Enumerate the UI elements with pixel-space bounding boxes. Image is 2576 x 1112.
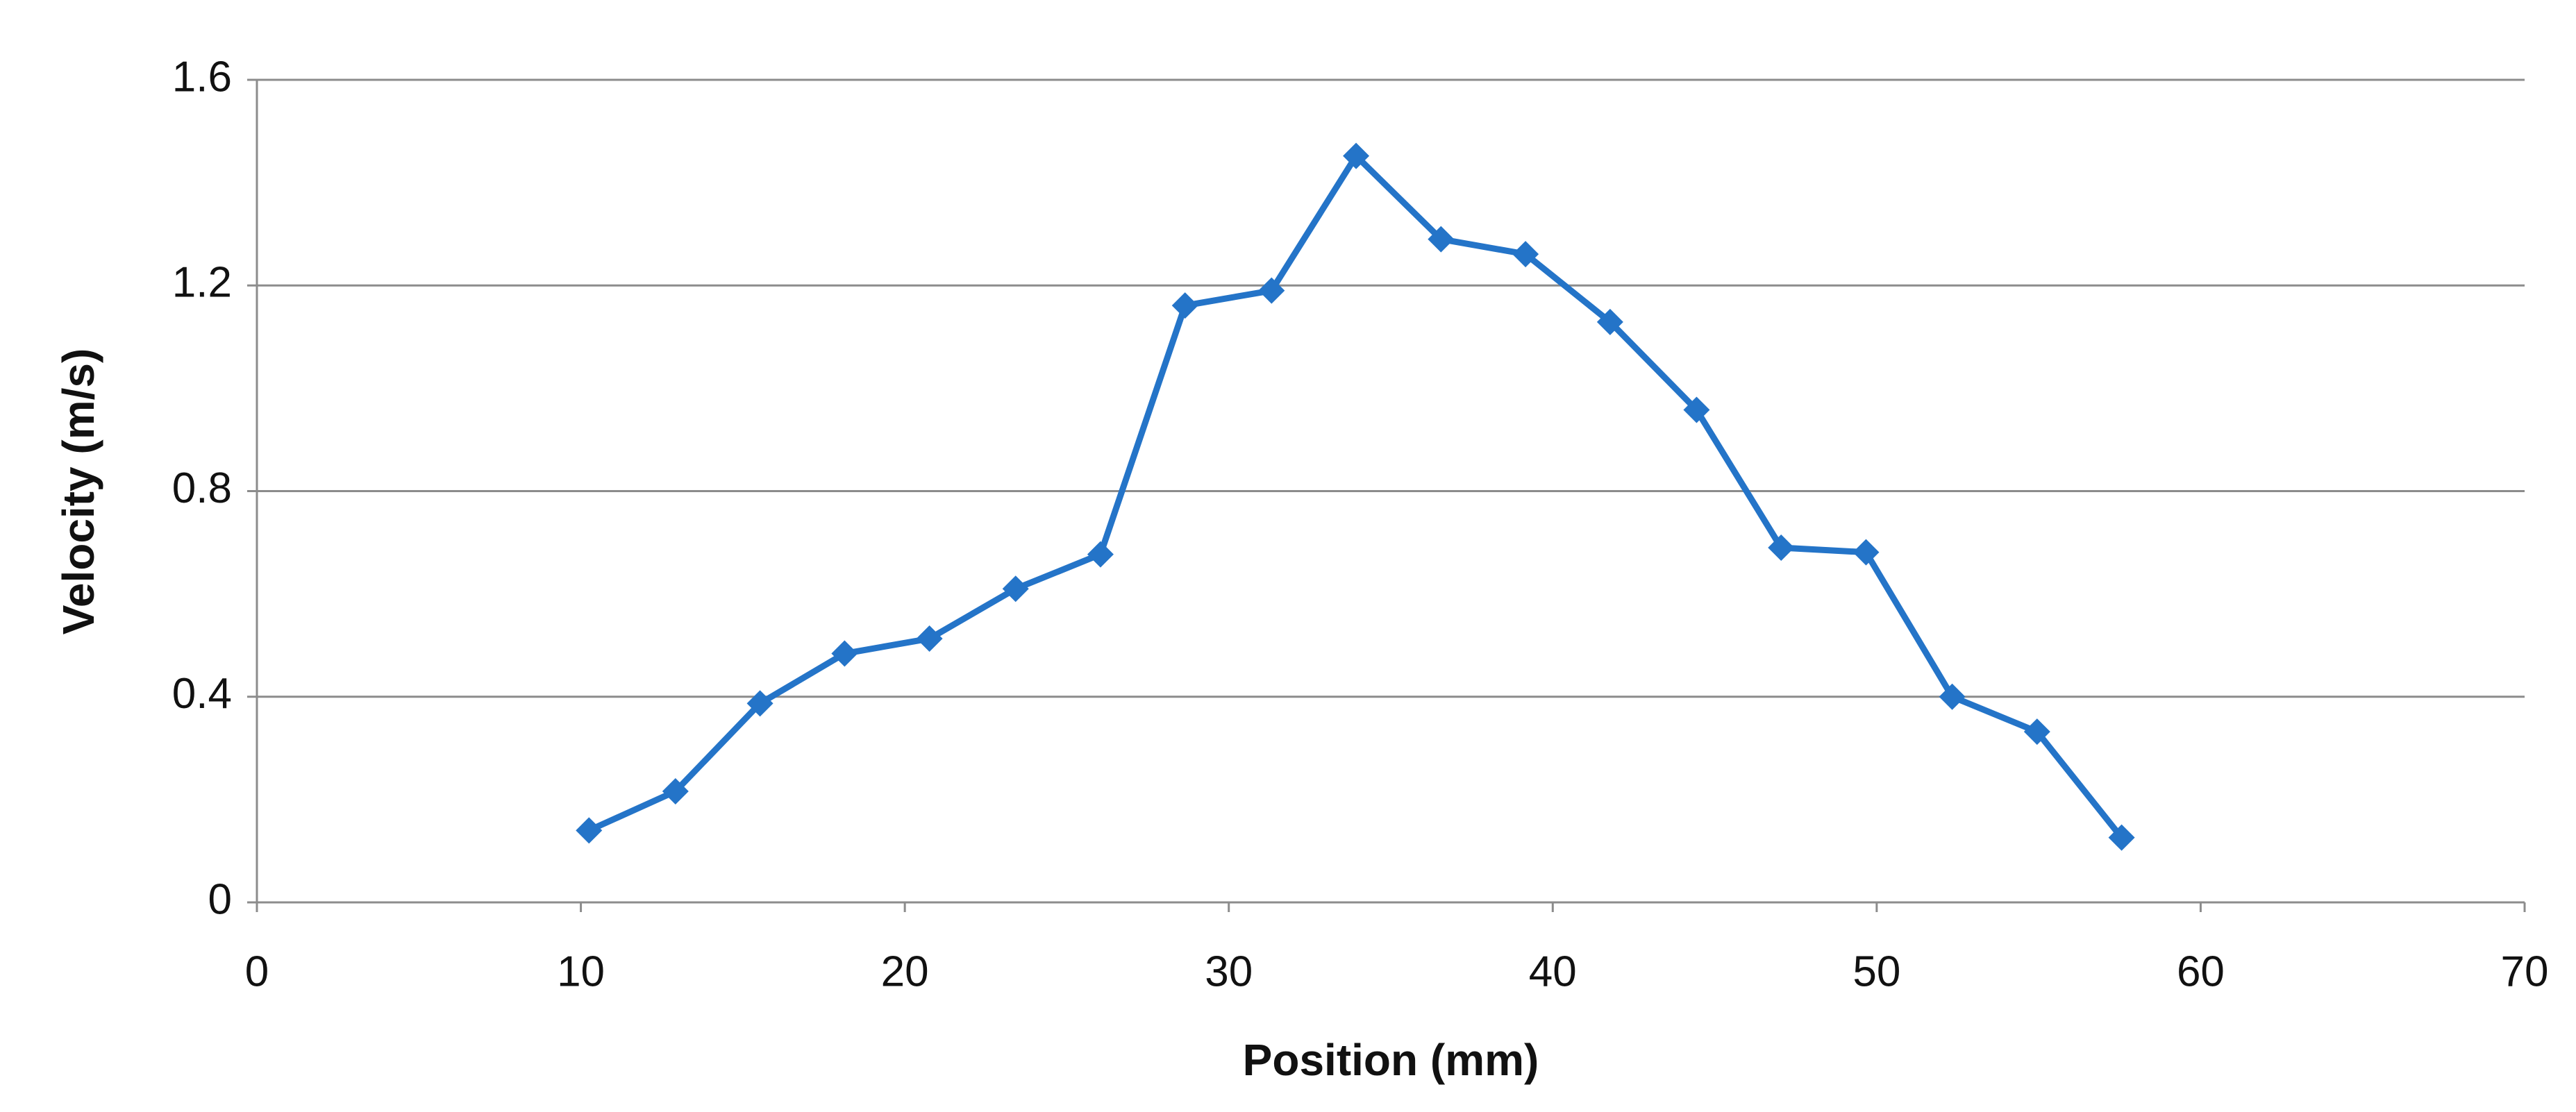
data-point: [1512, 241, 1539, 268]
x-tick-label: 70: [2501, 947, 2549, 995]
y-tick-label: 1.2: [172, 259, 232, 307]
data-point: [1258, 277, 1285, 304]
data-point: [1768, 534, 1795, 561]
data-point: [916, 625, 943, 652]
data-point: [576, 817, 603, 844]
data-point: [1171, 292, 1198, 319]
y-tick-label: 0: [208, 875, 232, 923]
data-point: [2023, 718, 2050, 745]
data-point: [1596, 308, 1623, 335]
data-point: [746, 690, 773, 717]
data-point: [1428, 226, 1455, 253]
x-axis-title: Position (mm): [1243, 1035, 1539, 1085]
y-tick-label: 1.6: [172, 53, 232, 101]
x-tick-label: 30: [1205, 947, 1253, 995]
data-point: [1087, 541, 1114, 568]
data-point: [1002, 575, 1029, 603]
data-point: [2108, 824, 2135, 851]
series-line: [587, 153, 2125, 840]
data-point: [1852, 539, 1880, 566]
data-point: [662, 778, 689, 805]
data-point: [831, 640, 858, 667]
y-axis-title: Velocity (m/s): [53, 348, 103, 635]
x-tick-label: 10: [557, 947, 605, 995]
y-tick-label: 0.4: [172, 670, 232, 718]
data-point: [1683, 396, 1710, 423]
data-point: [1343, 142, 1370, 169]
data-point: [1939, 683, 1966, 710]
x-tick-label: 50: [1852, 947, 1900, 995]
x-tick-label: 20: [881, 947, 929, 995]
y-tick-label: 0.8: [172, 464, 232, 512]
x-tick-label: 40: [1529, 947, 1577, 995]
x-tick-label: 60: [2177, 947, 2225, 995]
x-tick-label: 0: [245, 947, 269, 995]
